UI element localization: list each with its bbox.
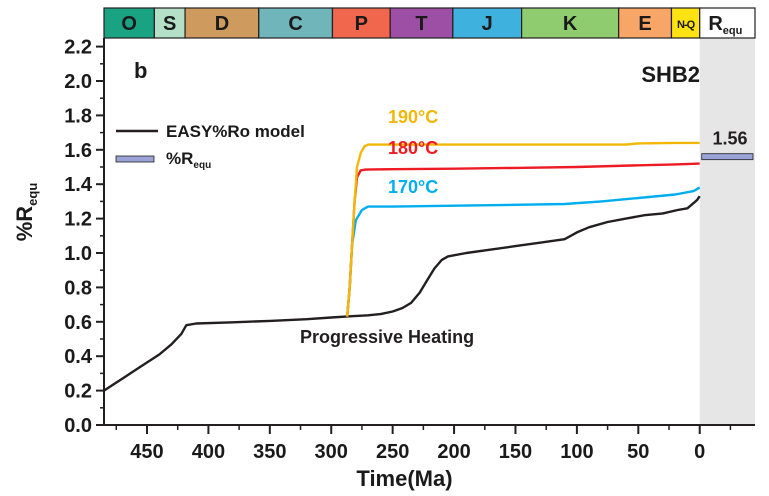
x-tick-label-5: 200 bbox=[437, 441, 470, 463]
requ-bar bbox=[701, 153, 754, 161]
period-box-4 bbox=[331, 7, 391, 39]
requ-shade bbox=[699, 38, 755, 425]
y-axis-title: %Requ bbox=[12, 183, 40, 242]
period-label-d: D bbox=[215, 13, 229, 35]
legend-bar-swatch bbox=[115, 155, 155, 163]
period-box-8 bbox=[618, 7, 673, 39]
period-label-p: P bbox=[355, 13, 368, 35]
y-tick-label-4: 0.8 bbox=[64, 277, 92, 299]
series-line-3 bbox=[346, 141, 700, 317]
legend-label-0: EASY%Ro model bbox=[166, 122, 305, 141]
legend-label-1: %Requ bbox=[166, 149, 211, 171]
series-line-1 bbox=[346, 186, 701, 317]
well-label: SHB2 bbox=[641, 62, 700, 87]
annotation-2: 170°C bbox=[388, 177, 438, 197]
period-label-c: C bbox=[288, 13, 302, 35]
y-tick-label-8: 1.6 bbox=[64, 140, 92, 162]
annotation-3: Progressive Heating bbox=[300, 327, 474, 347]
series-line-0 bbox=[103, 195, 701, 392]
y-tick-label-6: 1.2 bbox=[64, 209, 92, 231]
period-label-j: J bbox=[482, 13, 493, 35]
period-box-10 bbox=[699, 7, 756, 39]
x-tick-label-0: 450 bbox=[130, 441, 163, 463]
period-label-t: T bbox=[415, 13, 427, 35]
period-label-k: K bbox=[563, 13, 578, 35]
period-label-o: O bbox=[121, 13, 137, 35]
y-tick-label-1: 0.2 bbox=[64, 381, 92, 403]
period-label-s: S bbox=[163, 13, 176, 35]
x-axis-title: Time(Ma) bbox=[356, 466, 452, 491]
x-tick-label-1: 400 bbox=[192, 441, 225, 463]
x-tick-label-9: 0 bbox=[694, 441, 705, 463]
period-label-n-q: N-Q bbox=[677, 19, 696, 31]
y-tick-label-9: 1.8 bbox=[64, 105, 92, 127]
x-tick-label-2: 350 bbox=[253, 441, 286, 463]
panel-label: b bbox=[134, 58, 147, 83]
x-tick-label-4: 250 bbox=[376, 441, 409, 463]
annotation-0: 190°C bbox=[388, 107, 438, 127]
period-box-1 bbox=[153, 7, 186, 39]
x-tick-label-7: 100 bbox=[560, 441, 593, 463]
y-tick-label-5: 1.0 bbox=[64, 243, 92, 265]
period-box-6 bbox=[452, 7, 523, 39]
period-box-5 bbox=[389, 7, 454, 39]
y-tick-label-10: 2.0 bbox=[64, 71, 92, 93]
y-tick-label-2: 0.4 bbox=[64, 346, 93, 368]
period-label-requ: Requ bbox=[708, 13, 742, 37]
period-box-0 bbox=[103, 7, 155, 39]
x-tick-label-8: 50 bbox=[627, 441, 649, 463]
x-tick-label-6: 150 bbox=[499, 441, 532, 463]
y-tick-label-11: 2.2 bbox=[64, 37, 92, 59]
y-tick-label-7: 1.4 bbox=[64, 174, 93, 196]
period-label-e: E bbox=[638, 13, 651, 35]
y-tick-label-0: 0.0 bbox=[64, 415, 92, 437]
annotation-1: 180°C bbox=[388, 138, 438, 158]
period-box-2 bbox=[184, 7, 260, 39]
requ-value-label: 1.56 bbox=[712, 129, 747, 149]
x-tick-label-3: 300 bbox=[315, 441, 348, 463]
period-box-7 bbox=[521, 7, 620, 39]
y-tick-label-3: 0.6 bbox=[64, 312, 92, 334]
period-box-9 bbox=[670, 7, 701, 39]
